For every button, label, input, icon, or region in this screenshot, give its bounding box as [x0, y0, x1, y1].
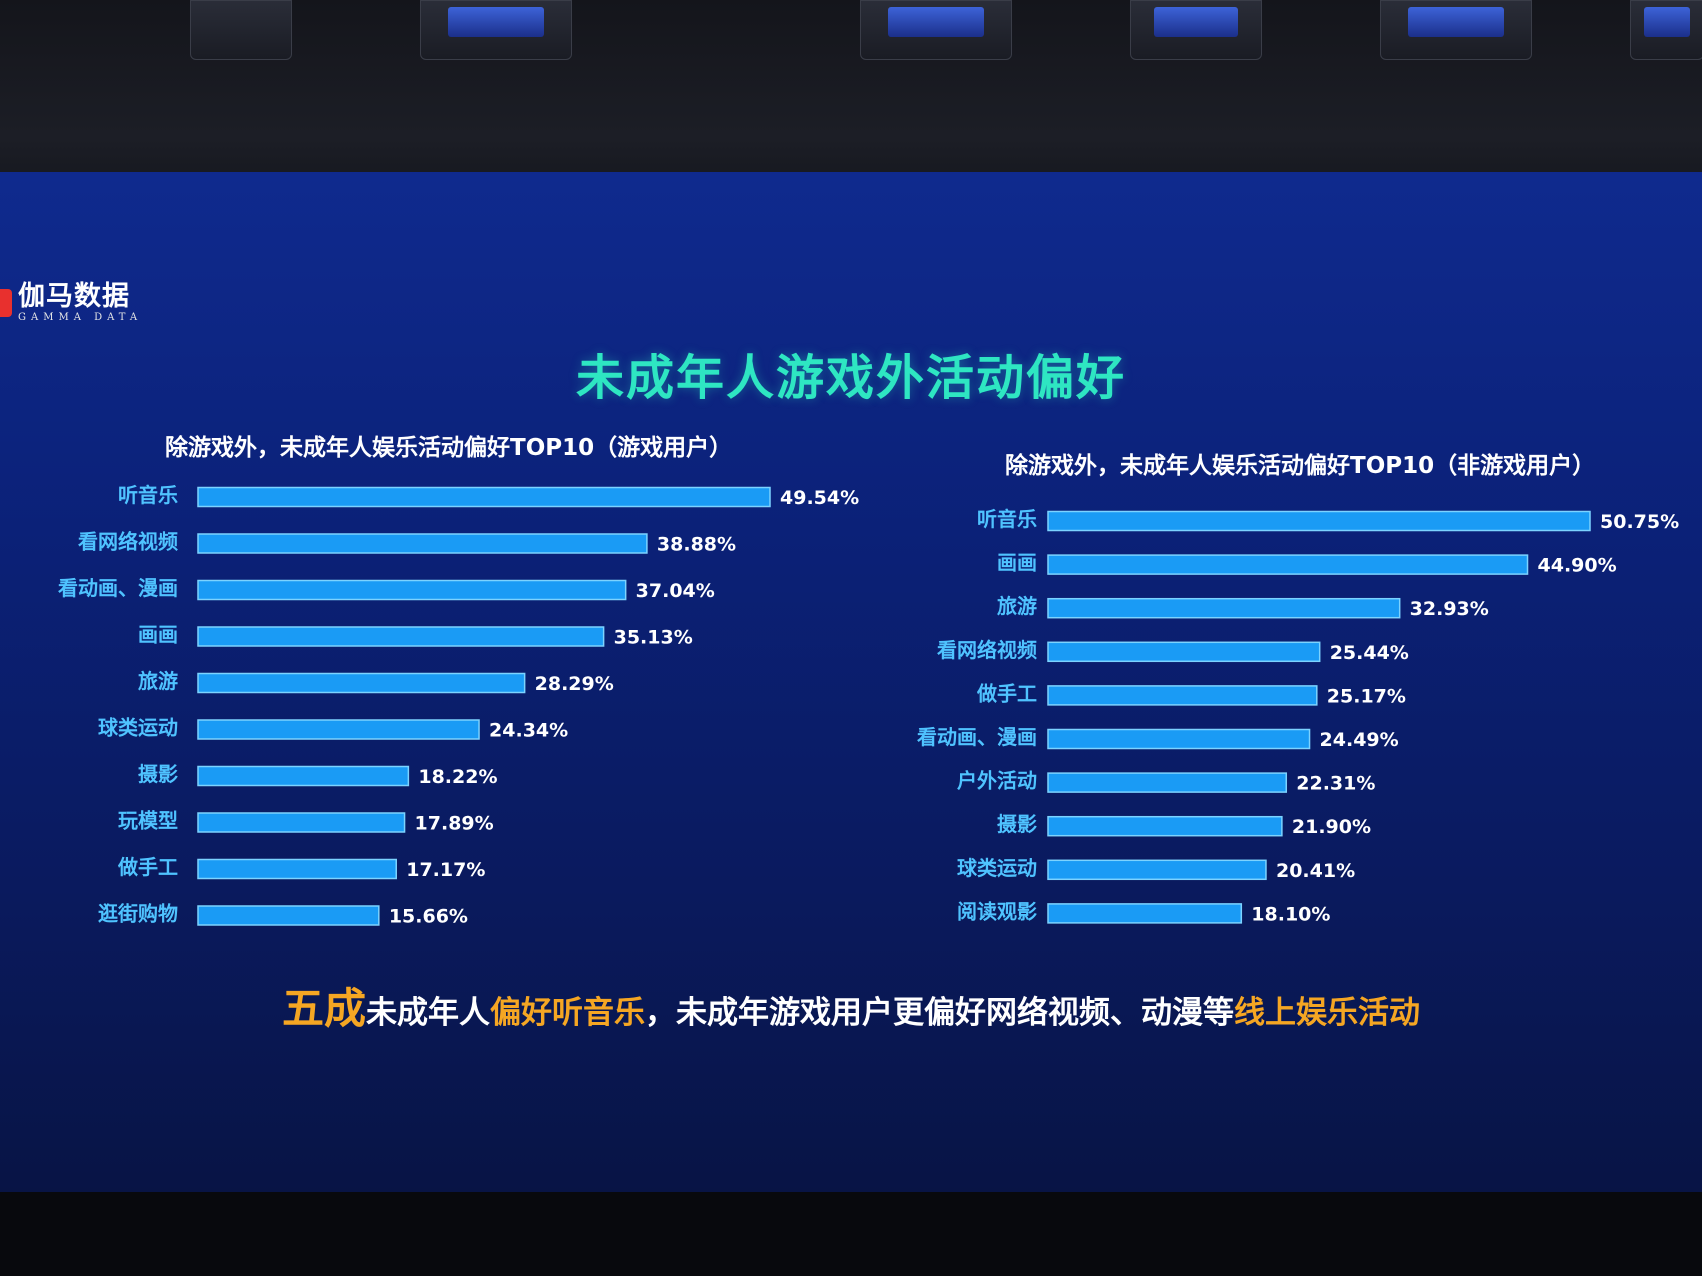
bar [1047, 554, 1529, 575]
logo-icon [0, 289, 12, 317]
category-label: 球类运动 [98, 716, 178, 740]
bar [1047, 859, 1267, 881]
category-label: 摄影 [997, 812, 1037, 836]
category-label: 旅游 [138, 669, 178, 693]
footer-highlight-music: 偏好听音乐 [490, 995, 645, 1031]
value-label: 17.89% [415, 813, 494, 835]
stage-light [1380, 0, 1532, 60]
bar [1047, 815, 1283, 837]
category-label: 看动画、漫画 [58, 576, 178, 600]
category-label: 户外活动 [957, 769, 1037, 793]
value-label: 25.17% [1327, 685, 1406, 707]
stage-light [190, 0, 292, 60]
value-label: 18.10% [1251, 903, 1330, 925]
value-label: 25.44% [1330, 642, 1409, 664]
value-label: 24.49% [1320, 729, 1399, 751]
value-label: 24.34% [489, 720, 568, 742]
value-label: 35.13% [614, 627, 693, 649]
category-label: 做手工 [117, 855, 178, 879]
bar [197, 579, 627, 601]
category-label: 看动画、漫画 [917, 725, 1037, 749]
category-label: 玩模型 [118, 809, 178, 833]
category-label: 看网络视频 [78, 530, 178, 554]
footer-text: 未成年人 [366, 995, 490, 1031]
bar [1047, 772, 1288, 793]
value-label: 15.66% [389, 906, 468, 928]
bar [1047, 903, 1243, 924]
logo-name-cn: 伽马数据 [18, 281, 130, 312]
bar [1047, 597, 1401, 619]
category-label: 球类运动 [957, 856, 1037, 880]
value-label: 44.90% [1538, 555, 1617, 577]
value-label: 17.17% [406, 859, 485, 881]
logo-name-en: GAMMA DATA [18, 312, 143, 323]
bar [197, 858, 397, 880]
value-label: 18.22% [418, 766, 497, 788]
bar [197, 719, 480, 740]
value-label: 38.88% [657, 534, 736, 556]
bar [197, 533, 648, 554]
bar [197, 672, 526, 694]
page-title: 未成年人游戏外活动偏好 [575, 350, 1126, 406]
category-label: 听音乐 [977, 507, 1037, 531]
value-label: 28.29% [535, 673, 614, 695]
value-label: 21.90% [1292, 816, 1371, 838]
bar [197, 486, 771, 508]
bar [1047, 685, 1318, 706]
value-label: 49.54% [780, 487, 859, 509]
category-label: 做手工 [976, 681, 1037, 705]
footer-text: ，未成年游戏用户更偏好网络视频、动漫等 [645, 995, 1234, 1031]
bar [1047, 510, 1591, 532]
stage-light [420, 0, 572, 60]
bar [197, 626, 605, 647]
category-label: 旅游 [997, 594, 1037, 618]
stage-light [860, 0, 1012, 60]
category-label: 听音乐 [118, 483, 178, 507]
footer-summary: 五成未成年人偏好听音乐，未成年游戏用户更偏好网络视频、动漫等线上娱乐活动 [0, 975, 1702, 1036]
category-label: 逛街购物 [98, 902, 178, 926]
footer-highlight-ratio: 五成 [281, 984, 366, 1033]
value-label: 32.93% [1410, 598, 1489, 620]
chart-title-non-gamers: 除游戏外，未成年人娱乐活动偏好TOP10（非游戏用户） [1005, 453, 1596, 479]
stage-light [1130, 0, 1262, 60]
category-label: 摄影 [138, 762, 178, 786]
category-label: 看网络视频 [937, 638, 1037, 662]
stage-light [1630, 0, 1702, 60]
footer-highlight-online: 线上娱乐活动 [1234, 995, 1420, 1031]
value-label: 20.41% [1276, 860, 1355, 882]
bar [1047, 728, 1311, 750]
value-label: 37.04% [636, 580, 715, 602]
category-label: 画画 [138, 623, 178, 647]
bar [197, 905, 380, 926]
floor-background [0, 1192, 1702, 1276]
category-label: 画画 [997, 551, 1037, 575]
category-label: 阅读观影 [957, 899, 1037, 923]
chart-title-gamers: 除游戏外，未成年人娱乐活动偏好TOP10（游戏用户） [165, 435, 733, 461]
bar [197, 765, 410, 787]
value-label: 22.31% [1296, 773, 1375, 795]
brand-logo: 伽马数据 GAMMA DATA [0, 282, 142, 324]
bar [1047, 641, 1321, 663]
value-label: 50.75% [1600, 511, 1679, 533]
bar [197, 812, 406, 833]
